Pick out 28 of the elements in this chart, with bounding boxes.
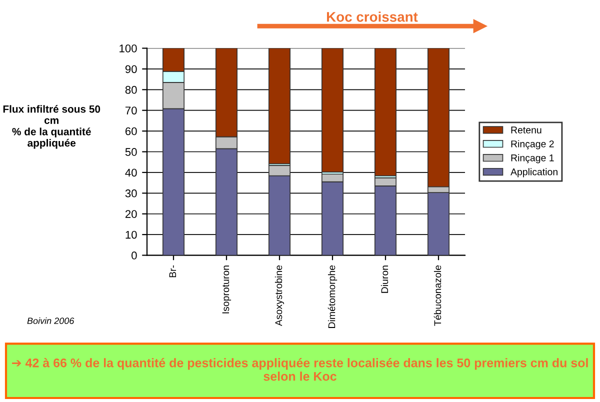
x-tick-label: Diuron [380, 266, 388, 293]
x-tick-label: Br- [169, 265, 176, 278]
x-tick-label: Asoxystrobine [274, 265, 284, 326]
y-tick-label: 0 [132, 252, 137, 260]
bar [374, 48, 397, 176]
x-tick-label: Dimétomorphe [328, 265, 338, 328]
legend-label: Rinçage 2 [511, 140, 554, 150]
y-tick-label: 50 [125, 148, 137, 156]
y-tick-label: 40 [125, 168, 137, 177]
text: Koc croissant [327, 12, 418, 22]
legend-label: Rinçage 1 [511, 154, 554, 164]
y-tick-label: 10 [126, 230, 137, 239]
y-tick-label: 60 [125, 127, 137, 136]
legend-label: Application [510, 168, 558, 178]
y-tick-label: 80 [125, 86, 137, 94]
bar [268, 48, 291, 164]
x-tick-label: Isoproturon [222, 266, 232, 314]
text: ➔ 42 à 66 % de la quantité de pesticides appliquée reste localisée dans les 50 premiers cm du sol selon le Koc [12, 358, 588, 381]
text: Boivin 2006 [27, 317, 74, 324]
legend-label: Retenu [511, 126, 542, 134]
x-tick-label: Tébuconazole [434, 265, 442, 326]
y-axis-title: Flux infiltré sous 50 cm % de la quantité appliquée [3, 105, 100, 149]
y-tick-label: 100 [120, 44, 137, 52]
y-tick-label: 20 [125, 210, 137, 218]
y-tick-label: 30 [125, 189, 137, 198]
bar [321, 48, 344, 172]
y-tick-label: 70 [125, 106, 137, 114]
y-tick-label: 90 [125, 65, 137, 74]
